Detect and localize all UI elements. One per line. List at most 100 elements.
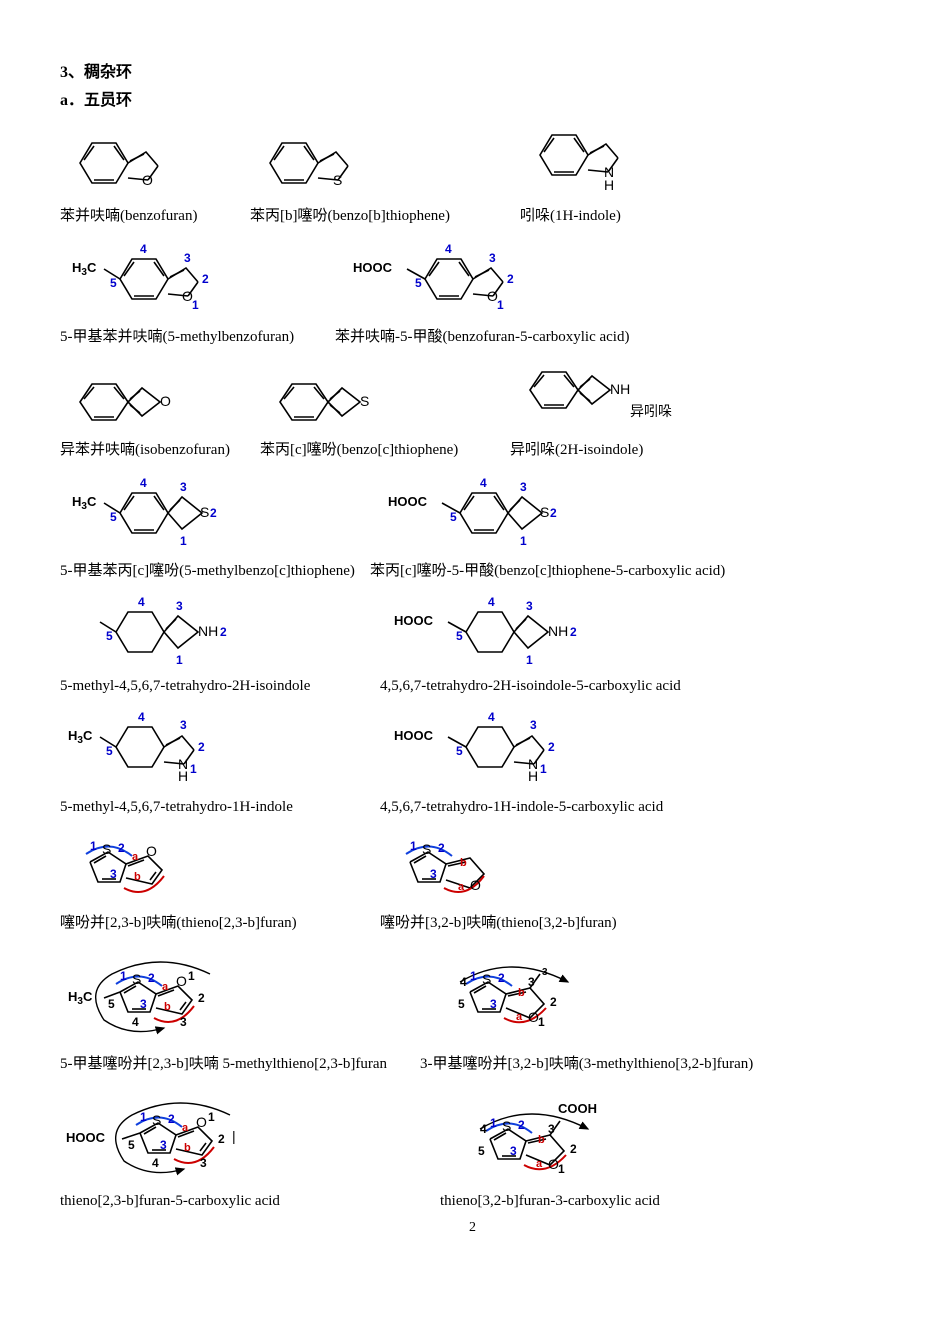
h3c: H3C — [68, 989, 93, 1007]
caption-5me-th-indole: 5-methyl-4,5,6,7-tetrahydro-1H-indole — [60, 799, 380, 816]
struct-benzocthio: S — [260, 372, 390, 432]
no1: 1 — [188, 969, 195, 983]
lb: b — [184, 1142, 191, 1154]
no5: 5 — [458, 997, 465, 1011]
struct-thieno23bfuran5acid: HOOC S O 1 2 3 a b 1 2 3 4 5 | — [60, 1087, 300, 1187]
no2: 2 — [218, 1132, 225, 1146]
n3: 3 — [530, 718, 537, 732]
row-5methylbenzofuran: H3C O 1 2 3 4 5 5-甲基苯并呋喃(5-methylbenzofu… — [60, 239, 885, 346]
atom-NH: NH — [548, 623, 568, 639]
struct-th-isoindole-acid: HOOC NH 2 1 3 4 5 — [380, 594, 600, 672]
struct-5methylbenzocthio: H3C S 2 1 3 4 5 — [60, 473, 240, 553]
atom-S: S — [132, 971, 141, 987]
n3b: 3 — [140, 997, 147, 1011]
caption-thieno32bfuran: 噻吩并[3,2-b]呋喃(thieno[3,2-b]furan) — [380, 911, 800, 932]
caption-benzofuran5acid: 苯并呋喃-5-甲酸(benzofuran-5-carboxylic acid) — [335, 325, 735, 346]
n3: 3 — [526, 599, 533, 613]
n3e: 3 — [510, 1144, 517, 1158]
n1c: 1 — [470, 969, 477, 983]
caption-isoindole: 异吲哚(2H-isoindole) — [510, 438, 730, 459]
row-me-thienofuran: H3C S O 1 2 3 a b 1 2 3 4 5 5-甲基噻吩并[2,3-… — [60, 946, 885, 1073]
n1: 1 — [526, 653, 533, 667]
struct-th-indole-acid: HOOC N H 1 2 3 4 5 — [380, 709, 600, 793]
atom-S: S — [333, 172, 342, 188]
num2: 2 — [202, 272, 209, 286]
n1: 1 — [90, 839, 97, 853]
n4: 4 — [445, 242, 452, 256]
caption-thieno23bfuran: 噻吩并[2,3-b]呋喃(thieno[2,3-b]furan) — [60, 911, 380, 932]
caption-isobenzofuran: 异苯并呋喃(isobenzofuran) — [60, 438, 260, 459]
n5: 5 — [456, 744, 463, 758]
caption-benzothiophene: 苯丙[b]噻吩(benzo[b]thiophene) — [250, 204, 520, 225]
h3c: H3C — [68, 728, 93, 746]
row-benzofuran-bthio-indole: O 苯并呋喃(benzofuran) S 苯丙[b]噻吩(benzo[b]thi… — [60, 120, 885, 225]
n3: 3 — [489, 251, 496, 265]
la: a — [162, 981, 169, 993]
n2: 2 — [507, 272, 514, 286]
caption-th-indole-acid: 4,5,6,7-tetrahydro-1H-indole-5-carboxyli… — [380, 799, 800, 816]
n1: 1 — [190, 762, 197, 776]
lb: b — [134, 871, 141, 883]
cooh: COOH — [558, 1101, 597, 1116]
n2: 2 — [570, 625, 577, 639]
no4: 4 — [152, 1156, 159, 1170]
n1b: 1 — [120, 969, 127, 983]
lb: b — [538, 1134, 545, 1146]
n3: 3 — [520, 480, 527, 494]
atom-S: S — [360, 393, 369, 409]
caption-5methylbenzocthio: 5-甲基苯丙[c]噻吩(5-methylbenzo[c]thiophene) — [60, 559, 370, 580]
n5: 5 — [106, 744, 113, 758]
atom-S: S — [502, 1118, 511, 1134]
pipe: | — [232, 1128, 236, 1144]
n4: 4 — [140, 476, 147, 490]
num3: 3 — [184, 251, 191, 265]
struct-5me-thieno23bfuran: H3C S O 1 2 3 a b 1 2 3 4 5 — [60, 946, 280, 1046]
no5: 5 — [478, 1144, 485, 1158]
n4: 4 — [138, 595, 145, 609]
row-5methylbenzocthio: H3C S 2 1 3 4 5 5-甲基苯丙[c]噻吩(5-methylbenz… — [60, 473, 885, 580]
hooc: HOOC — [394, 728, 434, 743]
section-heading-3: 3、稠杂环 — [60, 58, 885, 82]
struct-thieno32bfuran: S O 1 2 3 a b — [380, 830, 540, 905]
n5: 5 — [110, 510, 117, 524]
caption-benzocthio5acid: 苯丙[c]噻吩-5-甲酸(benzo[c]thiophene-5-carboxy… — [370, 559, 790, 580]
page-number: 2 — [60, 1220, 885, 1236]
ch3: H3C — [72, 260, 97, 278]
num4: 4 — [140, 242, 147, 256]
section-heading-a: a．五员环 — [60, 86, 885, 110]
no3: 3 — [180, 1015, 187, 1029]
la: a — [182, 1122, 189, 1134]
no1: 1 — [558, 1162, 565, 1176]
n1d: 1 — [140, 1110, 147, 1124]
atom-S: S — [422, 841, 431, 857]
caption-thieno23bfuran5acid: thieno[2,3-b]furan-5-carboxylic acid — [60, 1193, 440, 1210]
n3d: 3 — [160, 1138, 167, 1152]
page: 3、稠杂环 a．五员环 O 苯并呋喃(benzofuran) — [0, 0, 945, 1266]
n5: 5 — [450, 510, 457, 524]
n1: 1 — [540, 762, 547, 776]
struct-indole: N H — [520, 120, 640, 198]
caption-thieno32bfuran3acid: thieno[3,2-b]furan-3-carboxylic acid — [440, 1193, 860, 1210]
no5: 5 — [128, 1138, 135, 1152]
struct-benzothiophene: S — [250, 128, 370, 198]
no3: 3 — [528, 975, 535, 989]
caption-5me-th-isoindole: 5-methyl-4,5,6,7-tetrahydro-2H-isoindole — [60, 678, 380, 695]
no3: 3 — [548, 1122, 555, 1136]
n2c: 2 — [498, 971, 505, 985]
n1: 1 — [520, 534, 527, 548]
struct-thieno32bfuran3acid: COOH S O 1 2 3 a b 1 2 3 4 5 — [440, 1087, 660, 1187]
struct-5methylbenzofuran: H3C O 1 2 3 4 5 — [60, 239, 240, 319]
caption-3me-thieno32bfuran: 3-甲基噻吩并[3,2-b]呋喃(3-methylthieno[3,2-b]fu… — [420, 1052, 840, 1073]
lb: b — [460, 857, 467, 869]
atom-O: O — [176, 973, 187, 989]
n3: 3 — [430, 867, 437, 881]
atom-O: O — [146, 843, 157, 859]
no1: 1 — [208, 1110, 215, 1124]
no4: 4 — [460, 975, 467, 989]
isoindole-cn: 异吲哚 — [630, 403, 672, 419]
atom-O: O — [196, 1114, 207, 1130]
caption-benzofuran: 苯并呋喃(benzofuran) — [60, 204, 250, 225]
n2: 2 — [210, 506, 217, 520]
n2: 2 — [220, 625, 227, 639]
struct-benzofuran: O — [60, 128, 180, 198]
